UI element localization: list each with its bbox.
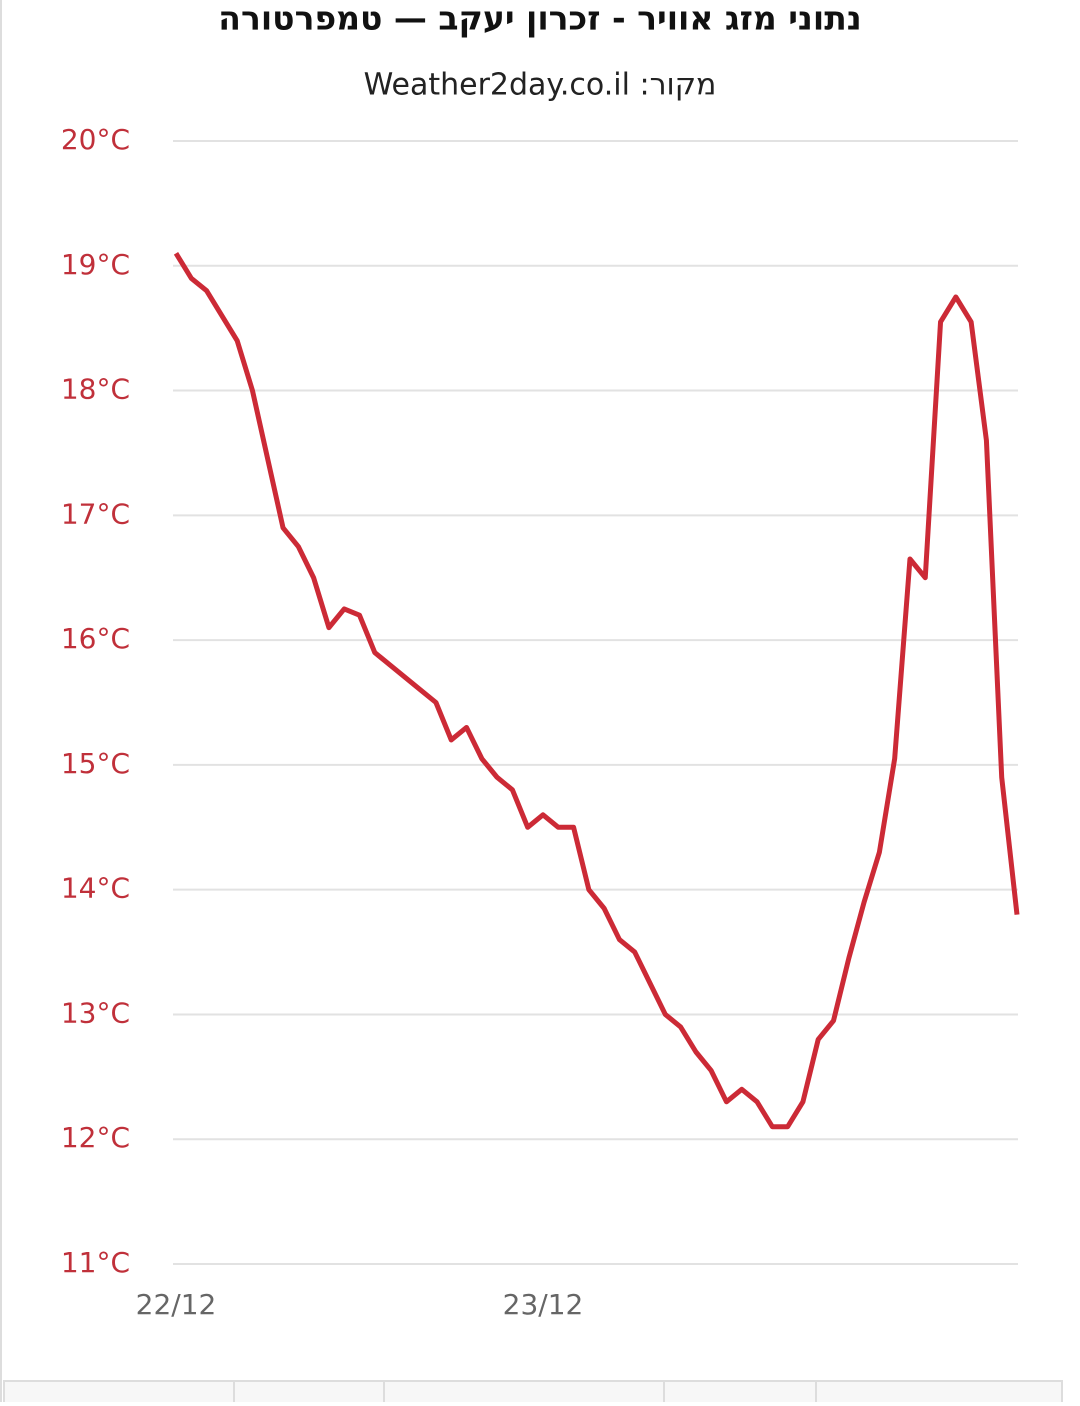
bottom-tabs	[3, 1380, 1063, 1406]
y-tick-label: 20°C	[61, 123, 130, 156]
x-tick-label: 23/12	[503, 1288, 584, 1321]
y-tick-label: 16°C	[61, 622, 130, 655]
x-tick-label: 22/12	[136, 1288, 217, 1321]
y-tick-label: 19°C	[61, 248, 130, 281]
y-tick-label: 18°C	[61, 373, 130, 406]
y-tick-label: 14°C	[61, 872, 130, 905]
chart-title: נתוני מזג אוויר - זכרון יעקב — טמפרטורה	[218, 0, 861, 38]
y-tick-label: 13°C	[61, 996, 130, 1029]
y-tick-label: 15°C	[61, 747, 130, 780]
temperature-line	[173, 251, 1020, 1130]
y-tick-label: 17°C	[61, 497, 130, 530]
chart-subtitle: מקור: Weather2day.co.il	[364, 68, 717, 103]
y-tick-label: 11°C	[61, 1246, 130, 1279]
y-tick-label: 12°C	[61, 1121, 130, 1154]
